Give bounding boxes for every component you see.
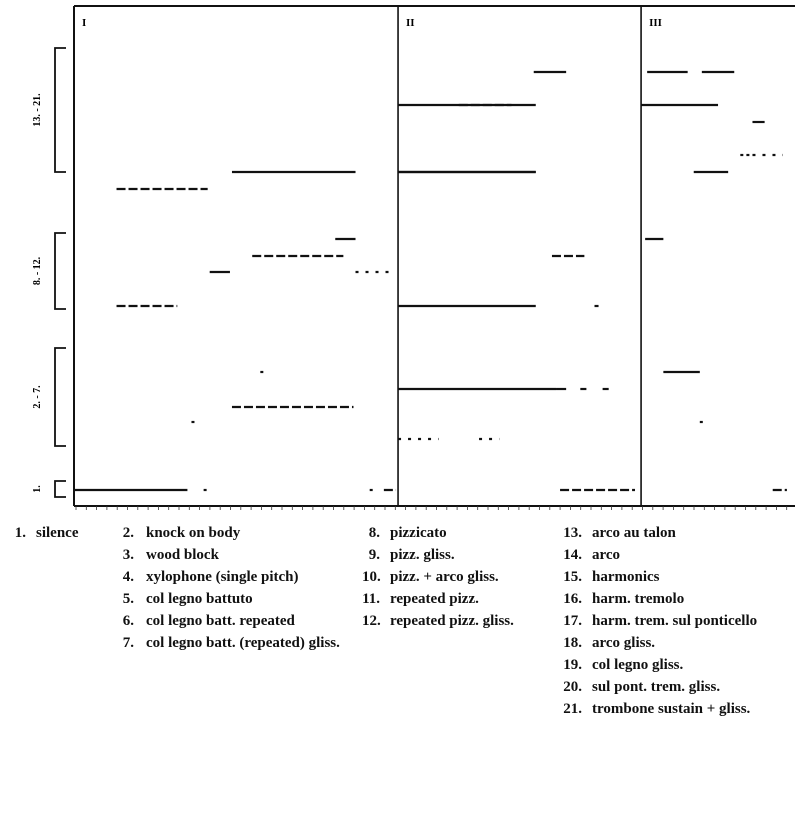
legend-item-number: 9. — [368, 547, 380, 563]
legend-item-label: arco — [592, 547, 621, 563]
legend-item-label: sul pont. trem. gliss. — [592, 679, 721, 695]
group-bracket-label-1: 13. - 21. — [32, 93, 43, 127]
legend-item-10: 10. pizz. + arco gliss. — [362, 566, 562, 588]
legend-item-number: 11. — [362, 591, 380, 607]
legend-item-20: 20. sul pont. trem. gliss. — [556, 676, 791, 698]
legend-item-label: harm. tremolo — [592, 591, 685, 607]
legend-column-1: 1. silence — [4, 522, 79, 544]
legend-item-19: 19. col legno gliss. — [556, 654, 791, 676]
legend-item-number: 12. — [362, 613, 381, 629]
group-bracket-label-3: 2. - 7. — [32, 385, 43, 409]
legend-item-label: xylophone (single pitch) — [146, 569, 299, 585]
legend-item-16: 16. harm. tremolo — [556, 588, 791, 610]
legend-item-3: 3. wood block — [112, 544, 352, 566]
legend-item-number: 16. — [563, 591, 582, 607]
legend-item-label: col legno battuto — [146, 591, 253, 607]
legend-item-label: col legno batt. (repeated) gliss. — [146, 635, 340, 651]
legend-item-number: 13. — [563, 525, 582, 541]
section-dividers — [397, 6, 642, 506]
x-axis-ticks — [75, 506, 788, 510]
group-bracket-label-4: 1. — [32, 485, 43, 493]
legend-item-2: 2. knock on body — [112, 522, 352, 544]
group-bracket-1 — [54, 47, 66, 173]
legend-item-label: pizz. + arco gliss. — [390, 569, 499, 585]
legend-item-4: 4. xylophone (single pitch) — [112, 566, 352, 588]
legend-item-7: 7. col legno batt. (repeated) gliss. — [112, 632, 352, 654]
legend-item-number: 17. — [563, 613, 582, 629]
legend-item-15: 15. harmonics — [556, 566, 791, 588]
legend-item-number: 4. — [122, 569, 134, 585]
legend-item-label: harm. trem. sul ponticello — [592, 613, 758, 629]
legend-item-17: 17. harm. trem. sul ponticello — [556, 610, 791, 632]
legend-item-9: 9. pizz. gliss. — [362, 544, 562, 566]
legend-item-6: 6. col legno batt. repeated — [112, 610, 352, 632]
legend-item-number: 5. — [122, 591, 134, 607]
legend-item-label: knock on body — [146, 525, 241, 541]
section-label-II: II — [406, 17, 415, 29]
legend-item-number: 6. — [122, 613, 134, 629]
technique-segments — [74, 70, 787, 492]
legend-item-1: 1. silence — [4, 522, 79, 544]
legend-item-number: 14. — [563, 547, 582, 563]
group-bracket-2 — [54, 232, 66, 310]
category-group-brackets: 13. - 21. 8. - 12. 2. - 7. 1. — [32, 47, 66, 498]
legend-item-label: col legno gliss. — [592, 657, 684, 673]
legend-item-8: 8. pizzicato — [362, 522, 562, 544]
section-label-III: III — [649, 17, 662, 29]
legend-item-13: 13. arco au talon — [556, 522, 791, 544]
legend-item-label: wood block — [146, 547, 219, 563]
legend-item-14: 14. arco — [556, 544, 791, 566]
legend-column-3: 8. pizzicato 9. pizz. gliss. 10. pizz. + arco… — [362, 522, 562, 632]
chart-frame — [73, 5, 795, 507]
legend-item-number: 15. — [563, 569, 582, 585]
group-bracket-3 — [54, 347, 66, 447]
legend-item-label: pizz. gliss. — [390, 547, 455, 563]
legend-item-number: 21. — [563, 701, 582, 717]
legend-column-4: 13. arco au talon 14. arco 15. harmonics 16. ha… — [556, 522, 791, 720]
legend-item-number: 3. — [122, 547, 134, 563]
legend-item-label: repeated pizz. — [390, 591, 479, 607]
legend-item-number: 18. — [563, 635, 582, 651]
group-bracket-label-2: 8. - 12. — [32, 256, 43, 285]
legend-item-21: 21. trombone sustain + gliss. — [556, 698, 791, 720]
legend-item-label: pizzicato — [390, 525, 447, 541]
legend-item-18: 18. arco gliss. — [556, 632, 791, 654]
legend-item-number: 7. — [122, 635, 134, 651]
legend-item-label: arco gliss. — [592, 635, 656, 651]
legend-item-number: 20. — [563, 679, 582, 695]
legend-item-number: 2. — [122, 525, 134, 541]
section-label-I: I — [82, 17, 86, 29]
legend-item-number: 19. — [563, 657, 582, 673]
legend-item-label: harmonics — [592, 569, 660, 585]
legend-item-number: 1. — [14, 525, 26, 541]
legend-item-label: arco au talon — [592, 525, 676, 541]
legend-item-label: repeated pizz. gliss. — [390, 613, 514, 629]
legend-item-5: 5. col legno battuto — [112, 588, 352, 610]
legend-column-2: 2. knock on body 3. wood block 4. xylophone (… — [112, 522, 352, 654]
legend-item-label: col legno batt. repeated — [146, 613, 295, 629]
legend-item-12: 12. repeated pizz. gliss. — [362, 610, 562, 632]
legend-item-number: 10. — [362, 569, 381, 585]
legend-item-11: 11. repeated pizz. — [362, 588, 562, 610]
legend-item-label: trombone sustain + gliss. — [592, 701, 751, 717]
legend-item-number: 8. — [368, 525, 380, 541]
legend-item-label: silence — [36, 525, 79, 541]
instrumental-technique-timeline-chart: 13. - 21.8. - 12.2. - 7.1. I II III — [32, 5, 795, 510]
group-bracket-4 — [54, 480, 66, 498]
section-labels: I II III — [82, 17, 662, 29]
